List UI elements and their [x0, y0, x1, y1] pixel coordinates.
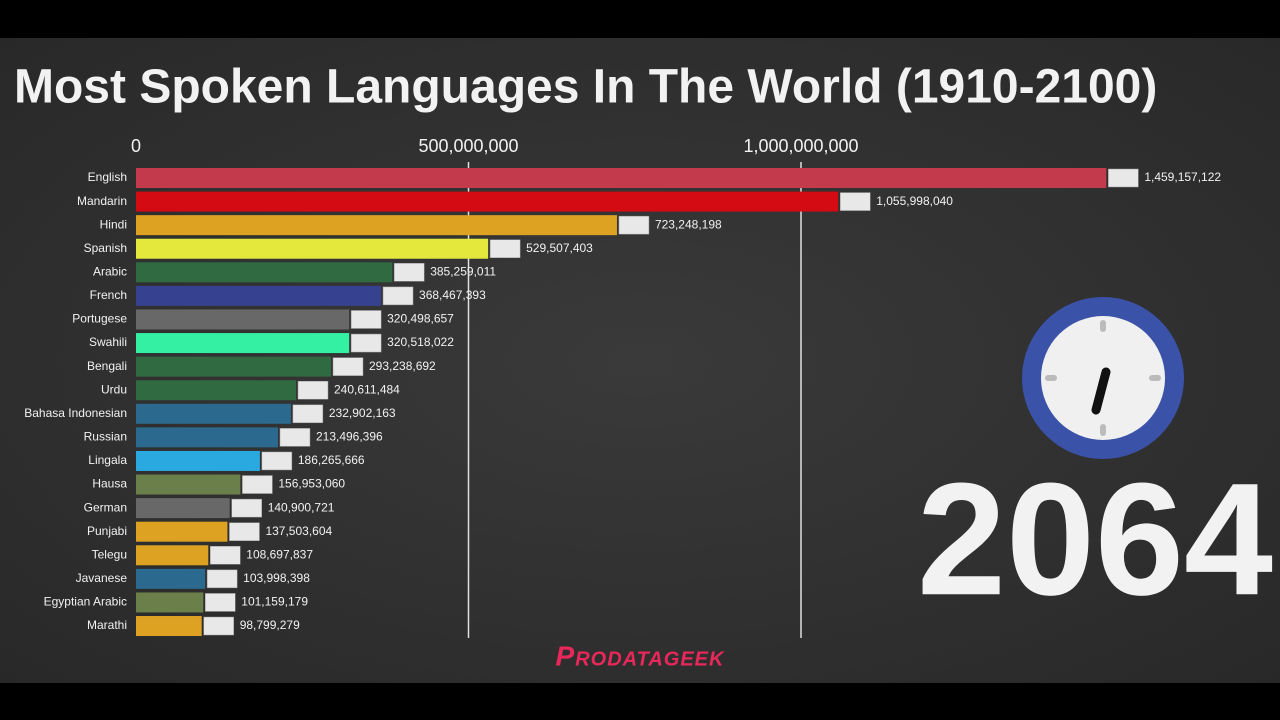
flag — [1108, 168, 1139, 188]
bar — [136, 427, 278, 448]
bar — [136, 215, 617, 236]
category-label: Bahasa Indonesian — [24, 406, 127, 420]
flag — [292, 404, 324, 424]
category-label: Swahili — [89, 335, 127, 349]
bar — [136, 521, 228, 542]
bar — [136, 380, 297, 401]
clock-tick — [1100, 320, 1106, 332]
flag — [350, 310, 382, 329]
flag — [332, 357, 364, 376]
flag — [261, 451, 293, 471]
value-label: 186,265,666 — [298, 453, 365, 467]
value-label: 368,467,393 — [419, 288, 486, 302]
flag — [205, 593, 236, 612]
category-label: Portugese — [72, 312, 127, 326]
flag — [839, 192, 871, 211]
value-label: 1,459,157,122 — [1144, 170, 1221, 184]
bar — [136, 191, 839, 212]
bar — [136, 356, 332, 377]
category-label: Marathi — [87, 618, 127, 632]
flag — [210, 546, 241, 565]
watermark: Prodatageek — [556, 640, 725, 671]
flag — [229, 522, 260, 541]
clock-tick — [1149, 375, 1161, 381]
category-label: Russian — [84, 430, 127, 444]
bar — [136, 592, 204, 613]
value-label: 103,998,398 — [243, 571, 310, 585]
value-label: 140,900,721 — [268, 500, 335, 514]
category-label: Arabic — [93, 264, 127, 278]
bar — [136, 262, 393, 283]
bar — [136, 309, 350, 330]
category-label: Mandarin — [77, 194, 127, 208]
flag — [382, 286, 414, 306]
clock-hand — [1091, 367, 1111, 415]
category-label: Egyptian Arabic — [44, 595, 127, 609]
bar — [136, 238, 489, 259]
clock-tick — [1045, 375, 1057, 381]
category-label: German — [84, 500, 127, 514]
flag — [206, 569, 238, 589]
value-label: 101,159,179 — [241, 595, 308, 609]
clock — [1022, 297, 1184, 459]
value-label: 240,611,484 — [334, 382, 400, 396]
category-label: Urdu — [101, 382, 127, 396]
bar — [136, 498, 230, 519]
value-label: 320,518,022 — [387, 335, 454, 349]
value-label: 320,498,657 — [387, 312, 454, 326]
value-label: 385,259,011 — [430, 264, 496, 278]
bar — [136, 333, 350, 354]
plot: 0 500,000,000 1,000,000,000 English 1,459,15… — [24, 136, 1221, 638]
flag — [203, 616, 234, 636]
category-label: Telegu — [92, 547, 127, 561]
flag — [393, 263, 425, 282]
flag — [350, 333, 382, 353]
bar — [136, 403, 291, 424]
category-label: Hindi — [100, 217, 127, 231]
flag — [297, 380, 329, 400]
flag — [231, 498, 262, 518]
bar — [136, 285, 382, 306]
flag — [618, 215, 650, 235]
value-label: 137,503,604 — [265, 524, 332, 538]
value-label: 156,953,060 — [278, 477, 345, 491]
value-label: 723,248,198 — [655, 217, 722, 231]
value-label: 293,238,692 — [369, 359, 436, 373]
bar — [136, 168, 1107, 188]
clock-tick — [1100, 424, 1106, 436]
bar — [136, 616, 202, 637]
category-label: Javanese — [76, 571, 128, 585]
bar — [136, 474, 241, 495]
category-label: Lingala — [88, 453, 127, 467]
value-label: 98,799,279 — [240, 618, 300, 632]
bar — [136, 568, 206, 589]
bar — [136, 545, 209, 566]
value-label: 232,902,163 — [329, 406, 396, 420]
flag — [279, 428, 311, 447]
flag — [489, 239, 521, 258]
bar — [136, 450, 260, 471]
x-tick-label: 0 — [131, 136, 141, 156]
value-label: 1,055,998,040 — [876, 194, 953, 208]
year-label: 2064 — [917, 449, 1273, 628]
category-label: French — [90, 288, 127, 302]
chart-title: Most Spoken Languages In The World (1910… — [14, 61, 1157, 114]
x-tick-label: 500,000,000 — [418, 136, 518, 156]
value-label: 108,697,837 — [246, 547, 313, 561]
flag — [242, 475, 273, 494]
category-label: Punjabi — [87, 524, 127, 538]
category-label: English — [88, 170, 127, 184]
category-label: Hausa — [92, 477, 127, 491]
value-label: 529,507,403 — [526, 241, 593, 255]
value-label: 213,496,396 — [316, 430, 383, 444]
category-label: Spanish — [84, 241, 127, 255]
category-label: Bengali — [87, 359, 127, 373]
x-tick-label: 1,000,000,000 — [743, 136, 858, 156]
